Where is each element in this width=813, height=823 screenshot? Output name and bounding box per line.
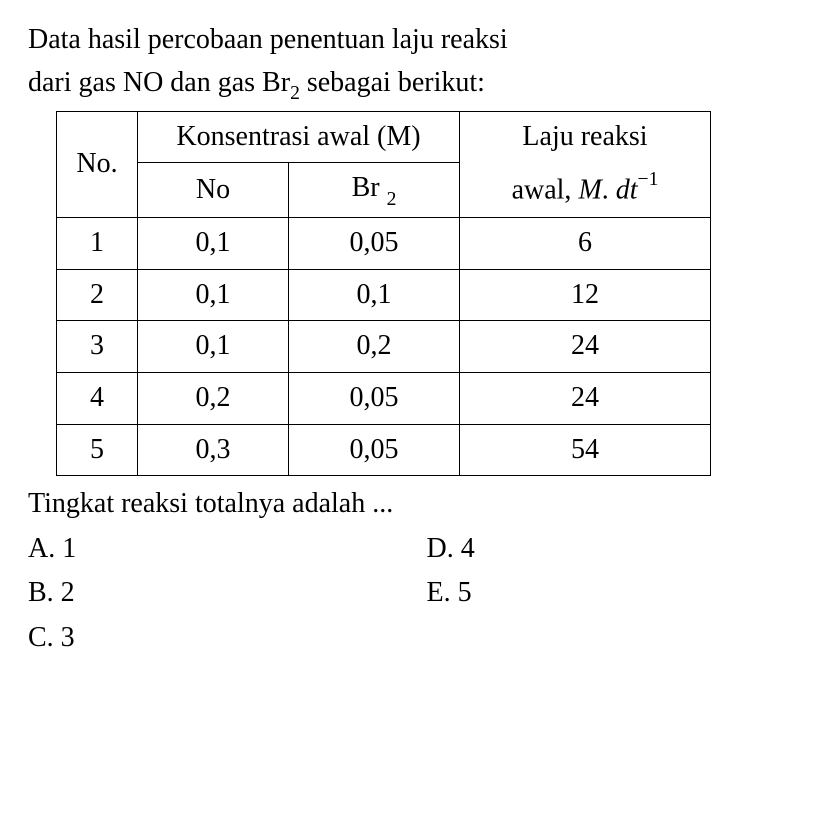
question-text-1: Data hasil percobaan penentuan laju reak… [28,24,508,55]
option-c: C. 3 [28,618,387,659]
laju-dt: dt [616,174,638,205]
options-grid: A. 1 D. 4 B. 2 E. 5 C. 3 [28,529,785,659]
cell-no: 0,1 [138,269,289,321]
question-line-1: Data hasil percobaan penentuan laju reak… [28,20,785,61]
post-question: Tingkat reaksi totalnya adalah ... [28,484,785,525]
cell-br2: 0,05 [289,372,460,424]
cell-n: 1 [57,218,138,270]
question-line-2: dari gas NO dan gas Br2 sebagai berikut: [28,63,785,107]
table-row: 3 0,1 0,2 24 [57,321,711,373]
table-row: 5 0,3 0,05 54 [57,424,711,476]
header-br-sub: 2 [387,189,397,210]
cell-br2: 0,1 [289,269,460,321]
cell-n: 4 [57,372,138,424]
header-sub-no: No [138,163,289,218]
header-no: No. [57,111,138,218]
cell-rate: 12 [460,269,711,321]
option-e: E. 5 [427,573,786,614]
laju-exp: −1 [638,169,659,190]
cell-n: 5 [57,424,138,476]
question-text-2b: sebagai berikut: [300,67,485,98]
cell-br2: 0,05 [289,424,460,476]
question-sub-br2: 2 [290,83,300,104]
table-row: 2 0,1 0,1 12 [57,269,711,321]
laju-M: M [578,174,601,205]
cell-n: 2 [57,269,138,321]
table-row: 1 0,1 0,05 6 [57,218,711,270]
laju-awal: awal, [512,174,579,205]
option-d: D. 4 [427,529,786,570]
cell-rate: 24 [460,321,711,373]
cell-rate: 54 [460,424,711,476]
option-a: A. 1 [28,529,387,570]
laju-dot: . [602,174,616,205]
table-header-row-1: No. Konsentrasi awal (M) Laju reaksi [57,111,711,163]
table-header-row-2: No Br 2 awal, M. dt−1 [57,163,711,218]
header-sub-br2: Br 2 [289,163,460,218]
cell-rate: 24 [460,372,711,424]
cell-no: 0,3 [138,424,289,476]
cell-n: 3 [57,321,138,373]
cell-no: 0,1 [138,321,289,373]
cell-rate: 6 [460,218,711,270]
data-table: No. Konsentrasi awal (M) Laju reaksi No … [56,111,711,477]
header-laju-top: Laju reaksi [460,111,711,163]
header-br-text: Br [352,172,387,203]
header-laju-bottom: awal, M. dt−1 [460,163,711,218]
table-row: 4 0,2 0,05 24 [57,372,711,424]
cell-br2: 0,05 [289,218,460,270]
question-text-2a: dari gas NO dan gas Br [28,67,290,98]
header-konsentrasi: Konsentrasi awal (M) [138,111,460,163]
option-b: B. 2 [28,573,387,614]
cell-no: 0,1 [138,218,289,270]
cell-br2: 0,2 [289,321,460,373]
cell-no: 0,2 [138,372,289,424]
